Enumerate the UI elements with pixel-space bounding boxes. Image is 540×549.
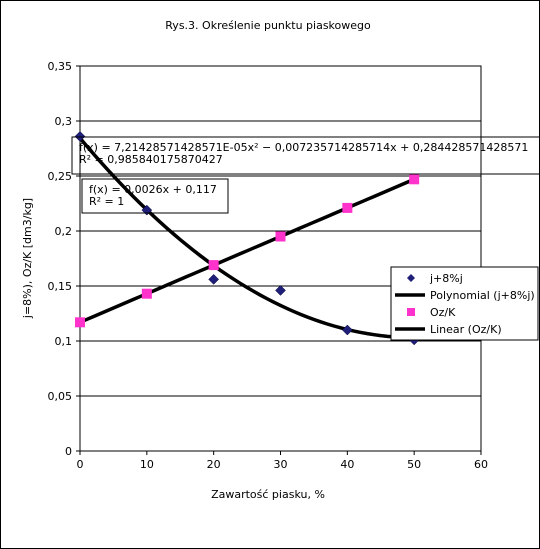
y-tick-label: 0,2 <box>55 225 73 238</box>
point-square <box>75 317 85 328</box>
legend-label: Linear (Oz/K) <box>430 323 502 336</box>
x-axis-label: Zawartość piasku, % <box>211 488 325 501</box>
legend-label: j+8%j <box>429 272 463 285</box>
y-tick-label: 0,1 <box>55 335 73 348</box>
point-diamond <box>208 274 220 285</box>
y-tick-label: 0,05 <box>48 390 73 403</box>
trendline-poly2 <box>78 136 415 340</box>
legend-marker-square <box>407 308 415 316</box>
equation-annotations: f(x) = 7,21428571428571E-05x² − 0,007235… <box>71 136 540 214</box>
legend-marker-diamond <box>407 274 415 282</box>
legend: j+8%j Polynomial (j+8%j) Oz/K Linear (Oz/K) <box>390 266 539 341</box>
y-tick-label: 0 <box>65 445 72 458</box>
x-tick-label: 20 <box>207 458 221 471</box>
x-tick-label: 60 <box>474 458 488 471</box>
trendline-linear <box>79 177 415 324</box>
x-tick-label: 40 <box>340 458 354 471</box>
chart-title: Rys.3. Określenie punktu piaskowego <box>165 19 371 32</box>
point-square <box>208 260 219 271</box>
annotation-line: f(x) = 7,21428571428571E-05x² − 0,007235… <box>79 141 528 154</box>
y-tick-label: 0,3 <box>55 115 73 128</box>
annotation-line: f(x) = 0,0026x + 0,117 <box>89 183 217 196</box>
y-axis-label: j=8%), Oz/K [dm3/kg] <box>21 198 34 319</box>
y-tick-label: 0,25 <box>48 170 73 183</box>
x-tick-label: 0 <box>77 458 84 471</box>
point-square <box>342 202 353 213</box>
x-tick-label: 30 <box>274 458 288 471</box>
legend-label: Polynomial (j+8%j) <box>430 289 535 302</box>
point-diamond <box>275 285 286 296</box>
y-axis: 0 0,05 0,1 0,15 0,2 0,25 0,3 0,35 <box>48 60 80 458</box>
annotation-box <box>81 178 229 214</box>
y-tick-label: 0,15 <box>48 280 73 293</box>
x-tick-label: 10 <box>140 458 154 471</box>
annotation-box <box>71 136 540 175</box>
point-diamond <box>341 324 353 336</box>
point-diamond <box>74 131 86 142</box>
x-tick-label: 50 <box>407 458 421 471</box>
plot-area <box>79 65 482 452</box>
y-tick-label: 0,35 <box>48 60 73 73</box>
point-square <box>409 174 420 185</box>
x-axis: 0 10 20 30 40 50 60 <box>77 451 488 471</box>
point-square <box>275 231 286 242</box>
point-square <box>141 288 152 299</box>
legend-label: Oz/K <box>430 306 456 319</box>
trendlines <box>78 136 415 340</box>
annotation-line: R² = 0,985840175870427 <box>79 153 223 166</box>
annotation-line: R² = 1 <box>89 195 124 208</box>
